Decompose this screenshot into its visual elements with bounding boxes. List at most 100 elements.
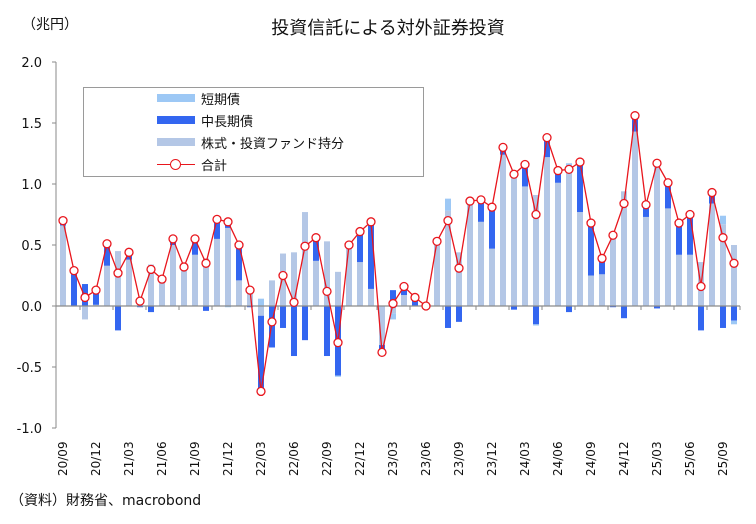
total-point (212, 214, 222, 225)
source-note: （資料）財務省、macrobond (10, 493, 202, 509)
equity-fund-bar (291, 252, 297, 306)
mid-long-bond-bar (313, 237, 319, 261)
total-point (102, 239, 112, 249)
total-point (564, 164, 574, 175)
total-point (696, 281, 706, 292)
equity-fund-bar (247, 288, 253, 306)
total-point (223, 217, 233, 227)
legend-label: 中長期債 (201, 114, 254, 130)
mid-long-bond-bar (632, 115, 638, 132)
short-term-bond-bar (258, 298, 264, 306)
equity-fund-bar (82, 306, 88, 320)
x-tick-label: 20/09 (56, 441, 70, 476)
y-tick-label: 1.5 (21, 117, 42, 132)
equity-fund-bar (610, 234, 616, 306)
equity-fund-bar (104, 265, 110, 306)
y-tick-label: 0.5 (21, 239, 42, 254)
mid-long-bond-bar (621, 306, 627, 319)
equity-fund-bar (500, 154, 506, 306)
mid-long-bond-bar (610, 306, 616, 308)
x-tick-label: 24/06 (551, 441, 565, 476)
total-point (256, 386, 266, 397)
equity-fund-bar (665, 208, 671, 306)
mid-long-bond-bar (533, 306, 539, 325)
y-tick-label: 1.0 (21, 178, 42, 193)
total-point (322, 286, 332, 297)
total-point (421, 301, 431, 311)
x-tick-label: 23/03 (386, 441, 400, 476)
total-point (685, 209, 695, 220)
short-term-bond-bar (533, 324, 539, 326)
mid-long-bond-bar (456, 306, 462, 322)
legend-swatch-equity-funds (157, 138, 195, 146)
x-tick-label: 21/12 (221, 441, 235, 476)
total-point (190, 234, 200, 244)
mid-long-bond-bar (93, 287, 99, 305)
axes-layer: 2.0 1.5 1.0 0.5 0.0 -0.5 -1.0 20/09 20/12 21/03 21… (17, 56, 741, 476)
total-point (168, 234, 178, 244)
equity-fund-bar (621, 191, 627, 306)
mid-long-bond-bar (720, 306, 726, 328)
equity-fund-bar (346, 248, 352, 306)
short-term-bond-bar (225, 306, 231, 308)
mid-long-bond-bar (280, 306, 286, 328)
mid-long-bond-bar (654, 306, 660, 309)
x-tick-label: 20/12 (89, 441, 103, 476)
short-term-bond-bar (445, 198, 451, 211)
legend-item-mid-long-term-bonds: 中長期債 (84, 110, 253, 130)
equity-fund-bar (676, 254, 682, 306)
mid-long-bond-bar (588, 223, 594, 276)
x-tick-label: 23/09 (452, 441, 466, 476)
total-point (124, 247, 134, 257)
equity-fund-bar (258, 306, 264, 316)
equity-fund-bar (478, 221, 484, 306)
x-tick-label: 21/06 (155, 441, 169, 476)
equity-fund-bar (467, 201, 473, 306)
total-point (674, 218, 684, 228)
total-point (630, 111, 640, 121)
total-point (355, 226, 365, 237)
equity-fund-bar (302, 212, 308, 306)
total-point (58, 215, 68, 226)
mid-long-bond-bar (203, 306, 209, 311)
total-point (80, 292, 90, 303)
equity-fund-bar (269, 280, 275, 306)
bars-layer (60, 115, 737, 392)
equity-fund-bar (731, 245, 737, 306)
equity-fund-bar (390, 306, 396, 314)
total-point (377, 347, 387, 358)
total-point (707, 187, 717, 198)
total-point (608, 230, 618, 240)
total-point (476, 195, 486, 205)
total-point (509, 169, 519, 179)
legend-item-short-term-bonds: 短期債 (84, 88, 240, 108)
equity-fund-bar (379, 306, 385, 346)
total-point (245, 285, 255, 295)
x-tick-label: 24/09 (584, 441, 598, 476)
mid-long-bond-bar (390, 290, 396, 306)
equity-fund-bar (632, 131, 638, 306)
mid-long-bond-bar (412, 299, 418, 306)
total-point (366, 217, 376, 227)
total-point (157, 274, 167, 284)
y-tick-label: 2.0 (21, 56, 42, 71)
total-point (641, 200, 651, 210)
x-tick-label: 24/12 (617, 441, 631, 476)
x-tick-label: 21/09 (188, 441, 202, 476)
equity-fund-bar (434, 241, 440, 306)
mid-long-bond-bar (368, 221, 374, 289)
equity-fund-bar (720, 224, 726, 306)
total-point (465, 196, 475, 206)
legend-label: 短期債 (201, 92, 241, 108)
total-point (542, 132, 552, 143)
x-tick-label: 23/12 (485, 441, 499, 476)
mid-long-bond-bar (302, 306, 308, 341)
equity-fund-bar (148, 264, 154, 306)
mid-long-bond-bar (192, 238, 198, 255)
total-line (62, 115, 735, 392)
mid-long-bond-bar (599, 258, 605, 275)
total-point (311, 233, 321, 243)
x-tick-label: 22/09 (320, 441, 334, 476)
equity-fund-bar (643, 216, 649, 306)
